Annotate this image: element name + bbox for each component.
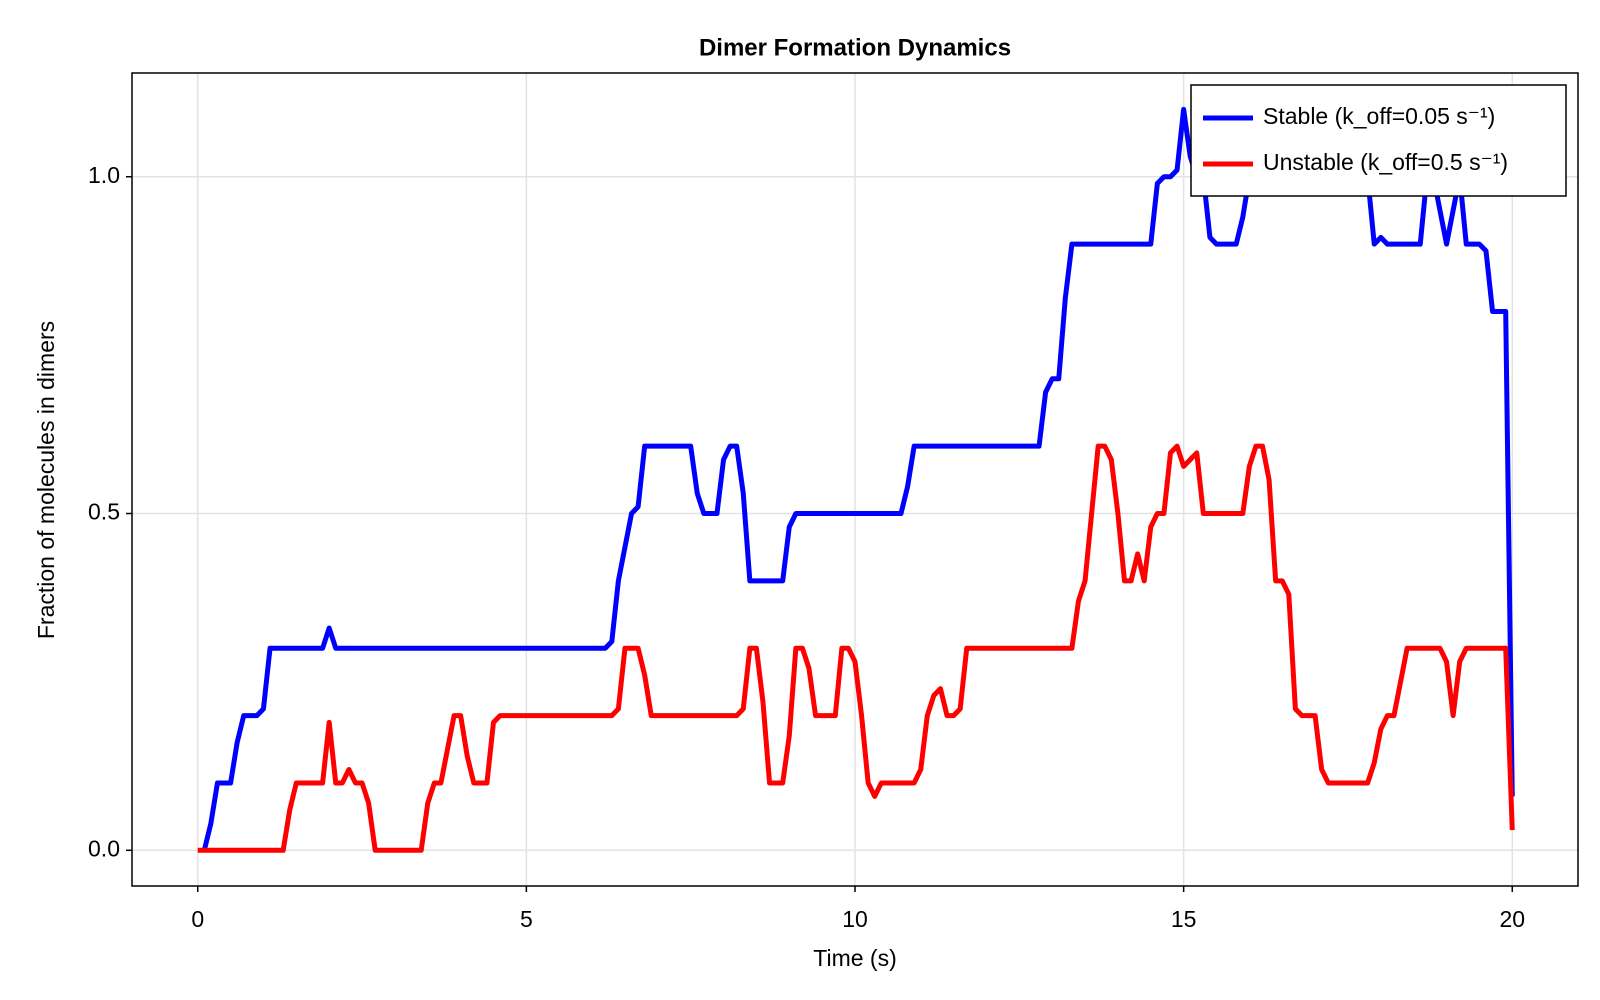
plot-frame [131, 72, 1579, 887]
x-tick-label: 5 [520, 906, 533, 932]
y-axis-label: Fraction of molecules in dimers [33, 321, 59, 639]
legend-label: Stable (k_off=0.05 s⁻¹) [1263, 103, 1495, 129]
chart-title: Dimer Formation Dynamics [699, 34, 1011, 61]
legend-label: Unstable (k_off=0.5 s⁻¹) [1263, 149, 1508, 175]
x-tick-label: 20 [1499, 906, 1525, 932]
x-axis-label: Time (s) [813, 945, 896, 971]
y-tick-label: 0.0 [88, 835, 120, 861]
x-tick-label: 0 [191, 906, 204, 932]
y-tick-label: 0.5 [88, 499, 120, 525]
x-tick-label: 10 [842, 906, 868, 932]
data-line [197, 443, 1515, 853]
x-tick-label: 15 [1171, 906, 1197, 932]
y-tick-label: 1.0 [88, 162, 120, 188]
legend-box [1190, 84, 1567, 197]
data-line [201, 106, 1515, 851]
